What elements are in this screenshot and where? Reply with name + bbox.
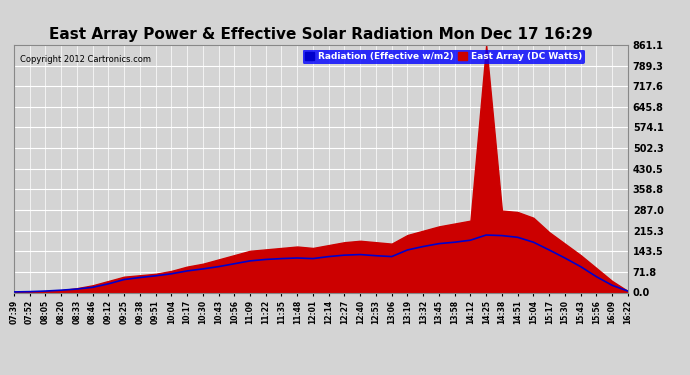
Text: Copyright 2012 Cartronics.com: Copyright 2012 Cartronics.com bbox=[20, 55, 151, 64]
Legend: Radiation (Effective w/m2), East Array (DC Watts): Radiation (Effective w/m2), East Array (… bbox=[303, 50, 584, 64]
Title: East Array Power & Effective Solar Radiation Mon Dec 17 16:29: East Array Power & Effective Solar Radia… bbox=[49, 27, 593, 42]
